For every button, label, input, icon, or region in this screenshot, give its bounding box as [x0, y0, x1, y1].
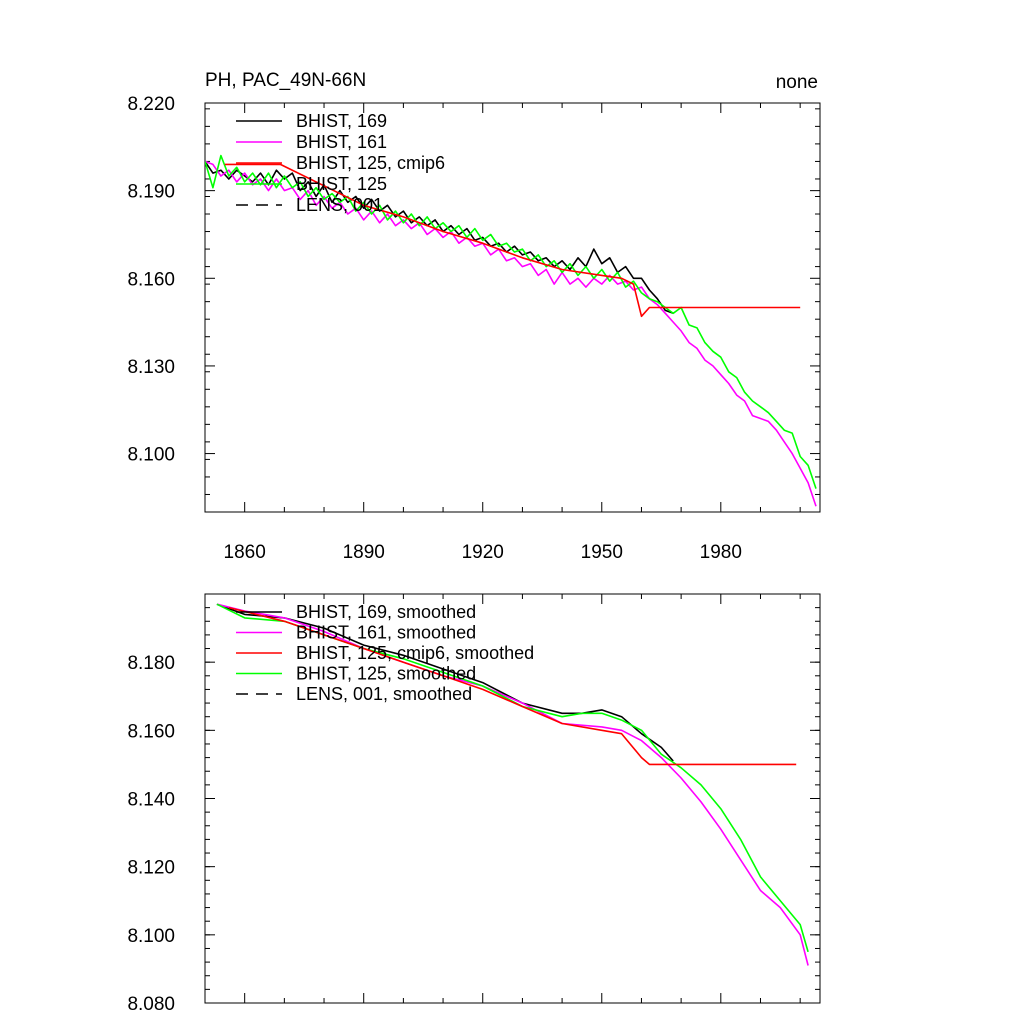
y-tick-label: 8.130	[127, 357, 175, 378]
chart-title: PH, PAC_49N-66N	[205, 70, 366, 91]
legend-label: LENS, 001	[296, 195, 383, 215]
y-tick-label: 8.180	[127, 653, 175, 674]
legend-label: BHIST, 161, smoothed	[296, 623, 476, 643]
top-panel: 1860 1890 1920 1950 1980 8.220 8.190 8.160 8.130…	[127, 70, 821, 563]
legend-label: BHIST, 125	[296, 174, 387, 194]
legend-label: BHIST, 161	[296, 132, 387, 152]
x-tick-label: 1890	[343, 542, 385, 563]
series-line-bhist-161	[205, 160, 817, 507]
series-line-bhist-161-smoothed	[216, 603, 809, 966]
y-tick-label: 8.100	[127, 926, 175, 947]
x-tick-label: 1950	[581, 542, 623, 563]
legend-label: BHIST, 169, smoothed	[296, 602, 476, 622]
y-tick-label: 8.140	[127, 790, 175, 811]
series-line-bhist-125-cmip6	[224, 163, 801, 318]
x-tick-label: 1860	[224, 542, 266, 563]
legend-label: BHIST, 125, smoothed	[296, 664, 476, 684]
x-tick-label: 1920	[462, 542, 504, 563]
chart-right-title: none	[776, 72, 818, 93]
y-tick-label: 8.220	[127, 94, 175, 115]
bottom-panel: 8.180 8.160 8.140 8.120 8.100 8.080 BHIST, 169…	[127, 593, 821, 1015]
legend-label: BHIST, 125, cmip6, smoothed	[296, 643, 534, 663]
x-tick-label: 1980	[700, 542, 742, 563]
series-line-bhist-125	[205, 154, 817, 489]
series-line-bhist-125-cmip6-smoothed	[228, 606, 797, 766]
plot-frame	[204, 102, 821, 513]
y-tick-label: 8.160	[127, 269, 175, 290]
y-tick-label: 8.190	[127, 182, 175, 203]
y-tick-label: 8.120	[127, 858, 175, 879]
legend-label: LENS, 001, smoothed	[296, 684, 472, 704]
y-tick-label: 8.160	[127, 721, 175, 742]
y-tick-label: 8.100	[127, 445, 175, 466]
y-tick-label: 8.080	[127, 994, 175, 1015]
legend-label: BHIST, 125, cmip6	[296, 153, 445, 173]
legend-label: BHIST, 169	[296, 111, 387, 131]
